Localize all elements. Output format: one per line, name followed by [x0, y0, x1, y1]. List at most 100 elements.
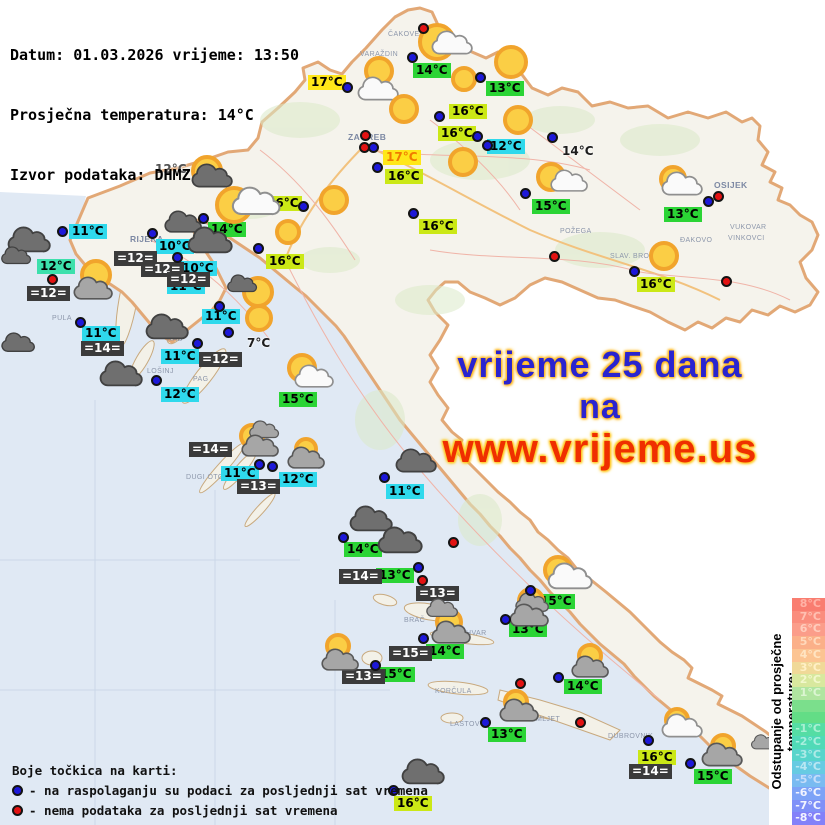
cloud-icon — [226, 274, 258, 294]
city-label: PULA — [52, 315, 72, 322]
temp-chip: 15°C — [532, 199, 570, 214]
scale-band: -5°C — [792, 773, 825, 787]
cloud-icon — [546, 562, 594, 592]
blue-station-dot — [370, 660, 381, 671]
temp-chip: 14°C — [562, 144, 594, 158]
blue-station-dot — [413, 562, 424, 573]
scale-band: 5°C — [792, 635, 825, 649]
temp-chip: =12= — [27, 286, 70, 301]
blue-station-dot — [214, 301, 225, 312]
sun-icon — [649, 241, 679, 271]
sea-grid — [0, 400, 390, 825]
temp-chip: 13°C — [488, 727, 526, 742]
blue-station-dot — [418, 633, 429, 644]
blue-station-dot — [472, 131, 483, 142]
scale-band: 7°C — [792, 610, 825, 624]
legend-row-missing: - nema podataka za posljednji sat vremen… — [12, 803, 428, 818]
temp-chip: 16°C — [385, 169, 423, 184]
cloud-icon — [430, 30, 474, 57]
cloud-icon — [700, 742, 744, 769]
temp-chip: 16°C — [419, 219, 457, 234]
sun-icon — [319, 185, 349, 215]
blue-station-dot — [703, 196, 714, 207]
scale-band: 2°C — [792, 674, 825, 687]
temp-chip: 11°C — [202, 309, 240, 324]
city-label: BRAČ — [404, 617, 426, 624]
temp-chip: 12°C — [279, 472, 317, 487]
blue-station-dot — [379, 472, 390, 483]
temp-chip: 11°C — [161, 349, 199, 364]
red-station-dot — [418, 23, 429, 34]
temp-chip: 12°C — [37, 259, 75, 274]
temp-chip: 11°C — [386, 484, 424, 499]
scale-title: Odstupanje od prosječne temperature: — [769, 598, 799, 825]
temp-chip: 17°C — [383, 150, 421, 165]
temp-chip: =13= — [416, 586, 459, 601]
cloud-icon — [186, 226, 234, 256]
blue-station-dot — [267, 461, 278, 472]
temp-chip: 13°C — [376, 568, 414, 583]
red-station-dot — [360, 130, 371, 141]
header-data-source: Izvor podataka: DHMZ — [10, 166, 191, 184]
temp-chip: 16°C — [438, 126, 476, 141]
temp-chip: 13°C — [664, 207, 702, 222]
legend-text-available: - na raspolaganju su podaci za posljednj… — [29, 783, 428, 798]
red-dot-icon — [12, 805, 23, 816]
temp-chip: 14°C — [426, 644, 464, 659]
blue-station-dot — [57, 226, 68, 237]
temp-chip: =14= — [339, 569, 382, 584]
temp-chip: 17°C — [308, 75, 346, 90]
scale-band: -7°C — [792, 799, 825, 813]
watermark-url: www.vrijeme.us — [442, 427, 758, 471]
header: Datum: 01.03.2026 vrijeme: 13:50 Prosječ… — [10, 5, 299, 205]
cloud-icon — [394, 448, 438, 475]
temp-chip: 15°C — [377, 667, 415, 682]
legend: Boje točkica na karti: - na raspolaganju… — [12, 763, 428, 818]
red-station-dot — [359, 142, 370, 153]
blue-station-dot — [434, 111, 445, 122]
scale-band: -3°C — [792, 748, 825, 762]
temp-chip: 16°C — [638, 750, 676, 765]
scale-band: -6°C — [792, 786, 825, 800]
city-label: KORČULA — [435, 688, 472, 695]
scale-band — [792, 711, 825, 724]
watermark-line-1: vrijeme 25 dana — [457, 344, 743, 385]
temp-chip: 14°C — [413, 63, 451, 78]
temperature-deviation-scale: 8°C 7°C 6°C 5°C 4°C 3°C 2°C 1°C -1°C -2°C -3°C -4°C… — [792, 597, 825, 825]
city-label: RIJEKA — [130, 234, 164, 244]
city-label: VINKOVCI — [728, 235, 765, 242]
scale-band: 6°C — [792, 623, 825, 637]
blue-station-dot — [372, 162, 383, 173]
temp-chip: 12°C — [155, 162, 187, 176]
blue-station-dot — [482, 140, 493, 151]
cloud-icon — [660, 171, 704, 198]
city-label: VUKOVAR — [730, 224, 767, 231]
cloud-icon — [320, 648, 360, 673]
city-label: DUBROVNIK — [608, 733, 654, 740]
temp-chip: 16°C — [394, 796, 432, 811]
temp-chip: 15°C — [694, 769, 732, 784]
cloud-icon — [286, 446, 326, 471]
blue-station-dot — [475, 72, 486, 83]
blue-station-dot — [553, 672, 564, 683]
city-label: MLJET — [536, 716, 561, 723]
cloud-icon — [0, 246, 32, 266]
cloud-icon — [570, 655, 610, 680]
scale-band: 8°C — [792, 597, 825, 611]
city-label: DUGI OTOK — [186, 474, 229, 481]
blue-dot-icon — [12, 785, 23, 796]
cloud-icon — [248, 420, 280, 440]
blue-station-dot — [192, 338, 203, 349]
city-label: RAB — [167, 336, 183, 343]
temp-chip: 14°C — [344, 542, 382, 557]
temp-chip: 16°C — [449, 104, 487, 119]
city-label: ČAKOVEC — [388, 31, 426, 38]
red-station-dot — [417, 575, 428, 586]
temp-chip: =13= — [237, 479, 280, 494]
cloud-icon — [240, 434, 280, 459]
scale-band: -1°C — [792, 723, 825, 737]
city-label: HVAR — [466, 630, 487, 637]
header-date-time: Datum: 01.03.2026 vrijeme: 13:50 — [10, 46, 299, 64]
